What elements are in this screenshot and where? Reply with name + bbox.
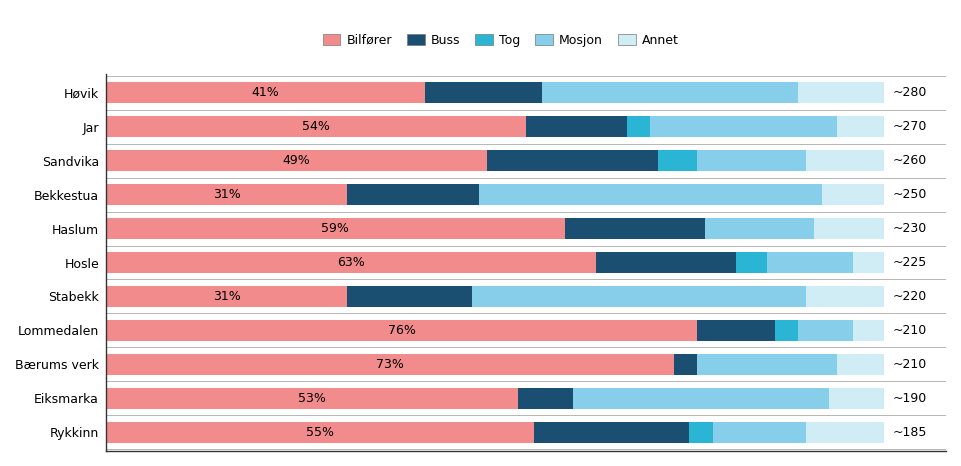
Bar (106, 116, 526, 137)
Bar (106, 286, 347, 307)
Bar (542, 82, 799, 103)
Bar (814, 218, 884, 239)
Bar (347, 184, 480, 205)
Text: 59%: 59% (322, 222, 350, 235)
Bar (806, 422, 884, 443)
Bar (689, 422, 713, 443)
Bar (736, 252, 767, 273)
Text: 49%: 49% (283, 154, 310, 167)
Bar (347, 286, 472, 307)
Bar (480, 184, 822, 205)
Bar (106, 354, 674, 375)
Text: ~260: ~260 (893, 154, 927, 167)
Bar (697, 150, 806, 171)
Text: 73%: 73% (376, 358, 404, 371)
Bar (852, 252, 884, 273)
Text: 31%: 31% (212, 188, 240, 201)
Bar (697, 320, 775, 341)
Bar (799, 320, 852, 341)
Text: ~185: ~185 (893, 426, 927, 439)
Bar (472, 286, 806, 307)
Text: ~210: ~210 (893, 358, 927, 371)
Bar (533, 422, 689, 443)
Text: ~270: ~270 (893, 120, 927, 133)
Text: 76%: 76% (387, 324, 415, 337)
Bar (799, 82, 884, 103)
Bar (106, 422, 533, 443)
Text: 53%: 53% (298, 392, 326, 405)
Bar (487, 150, 658, 171)
Text: 31%: 31% (212, 290, 240, 303)
Bar (106, 82, 425, 103)
Bar (526, 116, 628, 137)
Bar (106, 218, 565, 239)
Bar (852, 320, 884, 341)
Bar (106, 150, 487, 171)
Bar (829, 388, 884, 409)
Bar (837, 116, 884, 137)
Bar (651, 116, 837, 137)
Bar (106, 388, 518, 409)
Bar (713, 422, 806, 443)
Legend: Bilfører, Buss, Tog, Mosjon, Annet: Bilfører, Buss, Tog, Mosjon, Annet (320, 31, 681, 49)
Bar (596, 252, 736, 273)
Bar (106, 252, 596, 273)
Bar (822, 184, 884, 205)
Bar (565, 218, 704, 239)
Bar (106, 184, 347, 205)
Bar (837, 354, 884, 375)
Bar (425, 82, 542, 103)
Bar (658, 150, 697, 171)
Text: ~225: ~225 (893, 256, 927, 269)
Text: ~210: ~210 (893, 324, 927, 337)
Text: 63%: 63% (337, 256, 365, 269)
Bar (767, 252, 852, 273)
Text: ~250: ~250 (893, 188, 927, 201)
Bar (806, 150, 884, 171)
Bar (628, 116, 651, 137)
Text: ~190: ~190 (893, 392, 927, 405)
Bar (806, 286, 884, 307)
Bar (518, 388, 573, 409)
Bar (573, 388, 829, 409)
Bar (697, 354, 837, 375)
Bar (106, 320, 697, 341)
Text: 41%: 41% (252, 86, 280, 99)
Text: 55%: 55% (306, 426, 333, 439)
Text: ~280: ~280 (893, 86, 927, 99)
Text: ~230: ~230 (893, 222, 927, 235)
Bar (704, 218, 814, 239)
Bar (674, 354, 697, 375)
Bar (775, 320, 799, 341)
Text: 54%: 54% (302, 120, 330, 133)
Text: ~220: ~220 (893, 290, 927, 303)
